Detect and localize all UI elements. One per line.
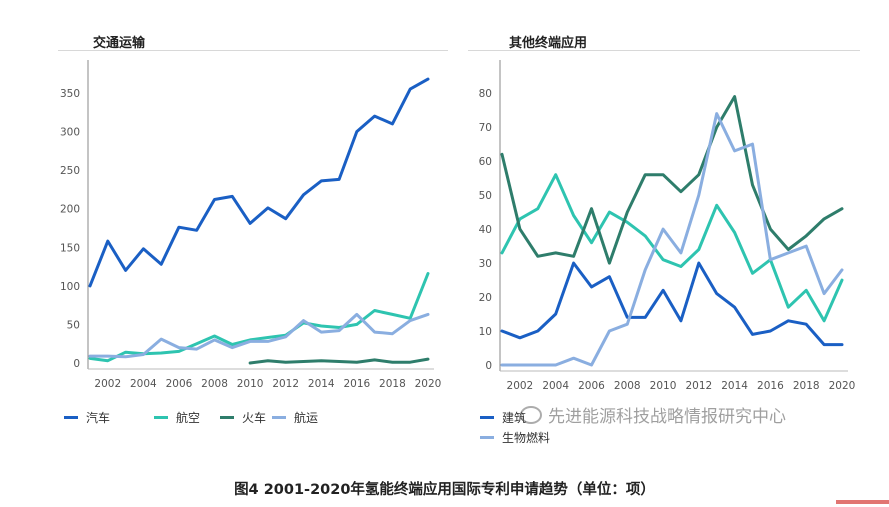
series-line-0 bbox=[88, 77, 430, 288]
x-tick-label: 2014 bbox=[308, 378, 335, 390]
y-tick-label: 70 bbox=[479, 122, 492, 134]
right-line-chart: 0 10 20 30 40 50 60 70 80 2002 2004 2006 2008 2010 201… bbox=[479, 60, 856, 392]
x-tick-label: 2008 bbox=[614, 380, 641, 392]
y-tick-label: 150 bbox=[60, 242, 80, 254]
y-tick-label: 200 bbox=[60, 204, 80, 216]
y-tick-label: 30 bbox=[479, 258, 492, 270]
series-line-3 bbox=[88, 312, 430, 359]
legend-swatch bbox=[272, 416, 286, 419]
left-title-rule bbox=[58, 50, 448, 51]
legend-label: 火车 bbox=[242, 411, 267, 425]
y-tick-label: 250 bbox=[60, 165, 80, 177]
series-line-2 bbox=[500, 95, 844, 265]
y-tick-label: 300 bbox=[60, 127, 80, 139]
x-tick-label: 2006 bbox=[166, 378, 193, 390]
legend-swatch bbox=[64, 416, 78, 419]
legend-item-shengwuranliao: 生物燃料 bbox=[480, 429, 550, 446]
x-tick-label: 2014 bbox=[721, 380, 748, 392]
left-panel-title: 交通运输 bbox=[93, 36, 146, 51]
x-tick-label: 2010 bbox=[650, 380, 677, 392]
legend-label: 航空 bbox=[176, 411, 201, 425]
x-tick-label: 2006 bbox=[578, 380, 605, 392]
y-tick-label: 20 bbox=[479, 292, 492, 304]
y-tick-label: 80 bbox=[479, 88, 492, 100]
legend-swatch bbox=[220, 416, 234, 419]
y-tick-label: 0 bbox=[485, 360, 492, 372]
x-tick-label: 2016 bbox=[343, 378, 370, 390]
y-tick-label: 50 bbox=[67, 319, 80, 331]
y-tick-label: 50 bbox=[479, 190, 492, 202]
watermark: 先进能源科技战略情报研究中心 bbox=[520, 402, 786, 427]
cropped-red-mark bbox=[836, 500, 889, 504]
x-tick-label: 2020 bbox=[415, 378, 442, 390]
x-tick-label: 2012 bbox=[272, 378, 299, 390]
legend-swatch bbox=[480, 416, 494, 419]
series-line-0 bbox=[500, 261, 844, 347]
x-tick-label: 2010 bbox=[237, 378, 264, 390]
y-tick-label: 60 bbox=[479, 156, 492, 168]
legend-item-huoche: 火车 bbox=[220, 409, 266, 426]
series-line-3 bbox=[500, 112, 844, 367]
x-tick-label: 2016 bbox=[757, 380, 784, 392]
x-tick-label: 2004 bbox=[130, 378, 157, 390]
right-title-rule bbox=[468, 50, 860, 51]
x-tick-label: 2002 bbox=[94, 378, 121, 390]
x-tick-label: 2002 bbox=[507, 380, 534, 392]
legend-swatch bbox=[154, 416, 168, 419]
legend-swatch bbox=[480, 436, 494, 439]
y-tick-label: 40 bbox=[479, 224, 492, 236]
legend-item-qiche: 汽车 bbox=[64, 409, 110, 426]
right-panel-title: 其他终端应用 bbox=[509, 36, 588, 51]
legend-item-hangkong: 航空 bbox=[154, 409, 200, 426]
watermark-text: 先进能源科技战略情报研究中心 bbox=[548, 407, 786, 427]
legend-label: 航运 bbox=[294, 411, 319, 425]
y-tick-label: 0 bbox=[73, 358, 80, 370]
y-tick-label: 350 bbox=[60, 88, 80, 100]
legend-item-hangyun: 航运 bbox=[272, 409, 318, 426]
x-tick-label: 2018 bbox=[793, 380, 820, 392]
series-line-1 bbox=[500, 173, 844, 323]
series-line-1 bbox=[88, 272, 430, 363]
legend-label: 生物燃料 bbox=[502, 431, 551, 445]
x-tick-label: 2004 bbox=[542, 380, 569, 392]
series-line-2 bbox=[248, 357, 430, 365]
x-tick-label: 2020 bbox=[829, 380, 856, 392]
left-line-chart: 0 50 100 150 200 250 300 350 2002 2004 2006 2008 201… bbox=[60, 60, 442, 390]
x-tick-label: 2008 bbox=[201, 378, 228, 390]
y-tick-label: 100 bbox=[60, 281, 80, 293]
x-tick-label: 2012 bbox=[685, 380, 712, 392]
y-tick-label: 10 bbox=[479, 326, 492, 338]
legend-label: 汽车 bbox=[86, 411, 111, 425]
wechat-icon bbox=[520, 405, 542, 424]
figure-caption: 图4 2001-2020年氢能终端应用国际专利申请趋势（单位：项） bbox=[234, 482, 655, 498]
x-tick-label: 2018 bbox=[379, 378, 406, 390]
